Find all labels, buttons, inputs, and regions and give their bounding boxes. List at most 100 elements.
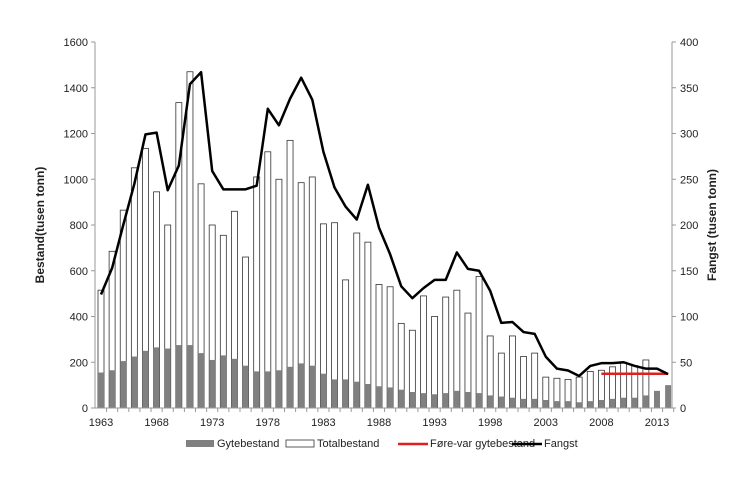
totalbestand-bar	[509, 335, 516, 409]
gytebestand-bar	[509, 397, 516, 408]
totalbestand-bar	[264, 151, 272, 409]
gytebestand-bar	[220, 355, 227, 408]
y-tick-label: 200	[70, 357, 88, 369]
x-tick-label: 1963	[89, 417, 113, 429]
gytebestand-bar	[231, 358, 238, 408]
y-tick-label: 0	[82, 403, 88, 415]
gytebestand-bar	[164, 348, 171, 408]
gytebestand-bar	[309, 365, 316, 408]
legend-label-totalbestand: Totalbestand	[317, 438, 379, 450]
y-tick-label: 1200	[64, 129, 88, 141]
x-tick-label: 1998	[478, 417, 502, 429]
x-tick-label: 1978	[256, 417, 280, 429]
gytebestand-bar	[376, 386, 382, 408]
legend-swatch-totalbestand	[285, 439, 315, 448]
gytebestand-bar	[520, 398, 527, 408]
legend-swatch-gytebestand	[186, 440, 214, 447]
y-tick-label: 800	[70, 220, 88, 232]
gytebestand-bar	[275, 370, 282, 408]
y2-tick-label: 350	[680, 83, 698, 95]
lines-layer	[99, 70, 669, 378]
gytebestand-bar	[631, 397, 638, 408]
gytebestand-bar	[253, 371, 260, 408]
gytebestand-bar	[175, 345, 182, 408]
y2-tick-label: 300	[680, 129, 698, 141]
bars-layer	[97, 71, 672, 409]
gytebestand-bar	[665, 385, 672, 408]
gytebestand-bar	[131, 356, 138, 408]
gytebestand-bar	[387, 387, 394, 408]
y-tick-label: 1600	[64, 37, 88, 49]
gytebestand-bar	[120, 361, 127, 408]
y-axis-title: Bestand(tusen tonn)	[33, 167, 47, 284]
totalbestand-bar	[364, 241, 372, 409]
gytebestand-bar	[609, 398, 616, 408]
y-tick-label: 1400	[64, 83, 88, 95]
gytebestand-bar	[242, 365, 249, 408]
gytebestand-bar	[320, 373, 327, 408]
gytebestand-bar	[498, 396, 505, 408]
y2-tick-label: 0	[680, 403, 686, 415]
gytebestand-bar	[598, 399, 605, 408]
axes-layer: 0 200 400 600 800 1000 1200 1400 1600 0 50 100 150 20…	[64, 37, 699, 429]
gytebestand-bar	[109, 370, 116, 408]
x-tick-label: 2003	[534, 417, 558, 429]
gytebestand-bar	[542, 399, 549, 408]
gytebestand-bar	[565, 401, 572, 408]
x-tick-label: 1993	[422, 417, 446, 429]
gytebestand-bar	[464, 391, 471, 408]
gytebestand-bar	[642, 395, 649, 408]
gytebestand-bar	[298, 363, 305, 408]
y2-tick-label: 250	[680, 174, 698, 186]
y2-tick-label: 100	[680, 312, 698, 324]
gytebestand-bar	[264, 371, 271, 408]
gytebestand-bar	[409, 391, 416, 408]
x-tick-label: 2013	[645, 417, 669, 429]
gytebestand-bar	[398, 389, 405, 408]
y-tick-label: 600	[70, 266, 88, 278]
x-tick-label: 2008	[589, 417, 613, 429]
totalbestand-bar	[475, 276, 483, 409]
gytebestand-bar	[353, 381, 360, 408]
y-tick-label: 1000	[64, 174, 88, 186]
gytebestand-bar	[331, 379, 338, 408]
gytebestand-bar	[442, 393, 449, 408]
gytebestand-bar	[364, 383, 371, 408]
gytebestand-bar	[531, 398, 538, 408]
y2-tick-label: 200	[680, 220, 698, 232]
gytebestand-bar	[198, 353, 205, 408]
gytebestand-bar	[153, 347, 160, 408]
gytebestand-bar	[420, 393, 427, 408]
x-tick-label: 1973	[200, 417, 224, 429]
gytebestand-bar	[576, 402, 583, 408]
legend-label-gytebestand: Gytebestand	[217, 438, 279, 450]
gytebestand-bar	[186, 345, 193, 408]
totalbestand-bar	[420, 295, 427, 409]
fangst-line	[99, 70, 669, 378]
legend: Gytebestand Totalbestand Føre-var gytebe…	[186, 438, 578, 450]
gytebestand-bar	[654, 390, 660, 408]
gytebestand-bar	[142, 350, 149, 408]
gytebestand-bar	[287, 366, 294, 408]
legend-label-fangst: Fangst	[544, 438, 578, 450]
y-tick-label: 400	[70, 312, 88, 324]
totalbestand-bar	[453, 289, 461, 409]
totalbestand-bar	[442, 296, 450, 409]
x-tick-label: 1983	[311, 417, 335, 429]
legend-label-fore-var: Føre-var gytebestand	[430, 438, 535, 450]
gytebestand-bar	[431, 394, 438, 408]
x-tick-label: 1968	[144, 417, 168, 429]
y2-tick-label: 50	[680, 357, 692, 369]
gytebestand-bar	[476, 393, 483, 408]
gytebestand-bar	[342, 379, 349, 408]
x-tick-label: 1988	[367, 417, 391, 429]
y2-tick-label: 150	[680, 266, 698, 278]
gytebestand-bar	[620, 397, 627, 408]
y2-tick-label: 400	[680, 37, 698, 49]
gytebestand-bar	[587, 401, 594, 408]
gytebestand-bar	[453, 390, 460, 408]
gytebestand-bar	[209, 359, 216, 408]
y2-axis-title: Fangst (tusen tonn)	[705, 169, 719, 281]
gytebestand-bar	[487, 395, 494, 408]
